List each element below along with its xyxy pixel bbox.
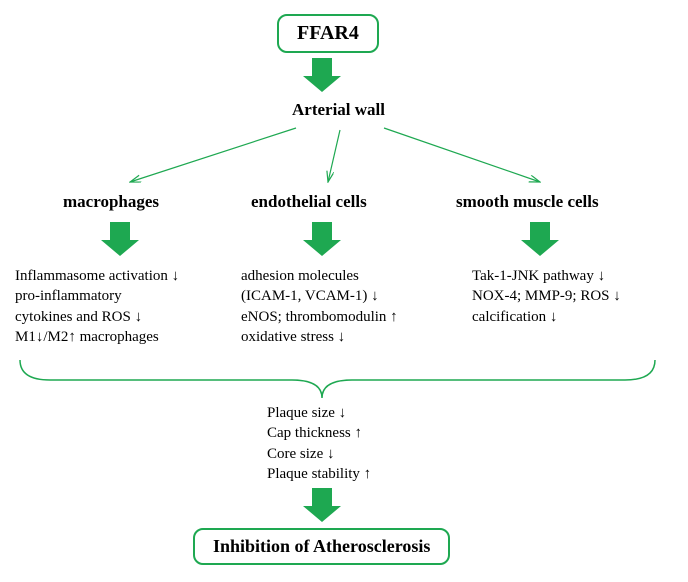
effect-line: Plaque size ↓ <box>267 403 371 423</box>
macrophages-effects: Inflammasome activation ↓ pro-inflammato… <box>15 266 179 347</box>
effect-line: NOX-4; MMP-9; ROS ↓ <box>472 286 621 306</box>
effect-line: eNOS; thrombomodulin ↑ <box>241 307 398 327</box>
joining-brace <box>20 360 655 398</box>
effect-line: Cap thickness ↑ <box>267 423 371 443</box>
endothelial-effects: adhesion molecules (ICAM-1, VCAM-1) ↓ eN… <box>241 266 398 347</box>
macrophages-label: macrophages <box>63 192 159 212</box>
smooth-muscle-label: smooth muscle cells <box>456 192 599 212</box>
thin-arterial-to-endothelial <box>328 130 340 182</box>
arrow-combined-down <box>303 488 341 522</box>
effect-line: Core size ↓ <box>267 444 371 464</box>
effect-line: calcification ↓ <box>472 307 621 327</box>
effect-line: (ICAM-1, VCAM-1) ↓ <box>241 286 398 306</box>
thin-arterial-to-smooth <box>384 128 540 182</box>
effect-line: Plaque stability ↑ <box>267 464 371 484</box>
effect-line: pro-inflammatory <box>15 286 179 306</box>
endothelial-label: endothelial cells <box>251 192 367 212</box>
smooth-effects: Tak-1-JNK pathway ↓ NOX-4; MMP-9; ROS ↓ … <box>472 266 621 327</box>
effect-line: M1↓/M2↑ macrophages <box>15 327 179 347</box>
arterial-wall-label: Arterial wall <box>292 100 385 120</box>
root-box: FFAR4 <box>277 14 379 53</box>
arrow-macrophages-down <box>101 222 139 256</box>
arrow-smooth-down <box>521 222 559 256</box>
effect-line: adhesion molecules <box>241 266 398 286</box>
root-label: FFAR4 <box>297 22 359 44</box>
result-label: Inhibition of Atherosclerosis <box>213 536 430 556</box>
thin-arterial-to-macrophages <box>130 128 296 182</box>
arrow-endothelial-down <box>303 222 341 256</box>
effect-line: oxidative stress ↓ <box>241 327 398 347</box>
effect-line: Inflammasome activation ↓ <box>15 266 179 286</box>
result-box: Inhibition of Atherosclerosis <box>193 528 450 565</box>
combined-effects: Plaque size ↓ Cap thickness ↑ Core size … <box>267 403 371 484</box>
effect-line: Tak-1-JNK pathway ↓ <box>472 266 621 286</box>
effect-line: cytokines and ROS ↓ <box>15 307 179 327</box>
arrow-root-to-arterial <box>303 58 341 92</box>
